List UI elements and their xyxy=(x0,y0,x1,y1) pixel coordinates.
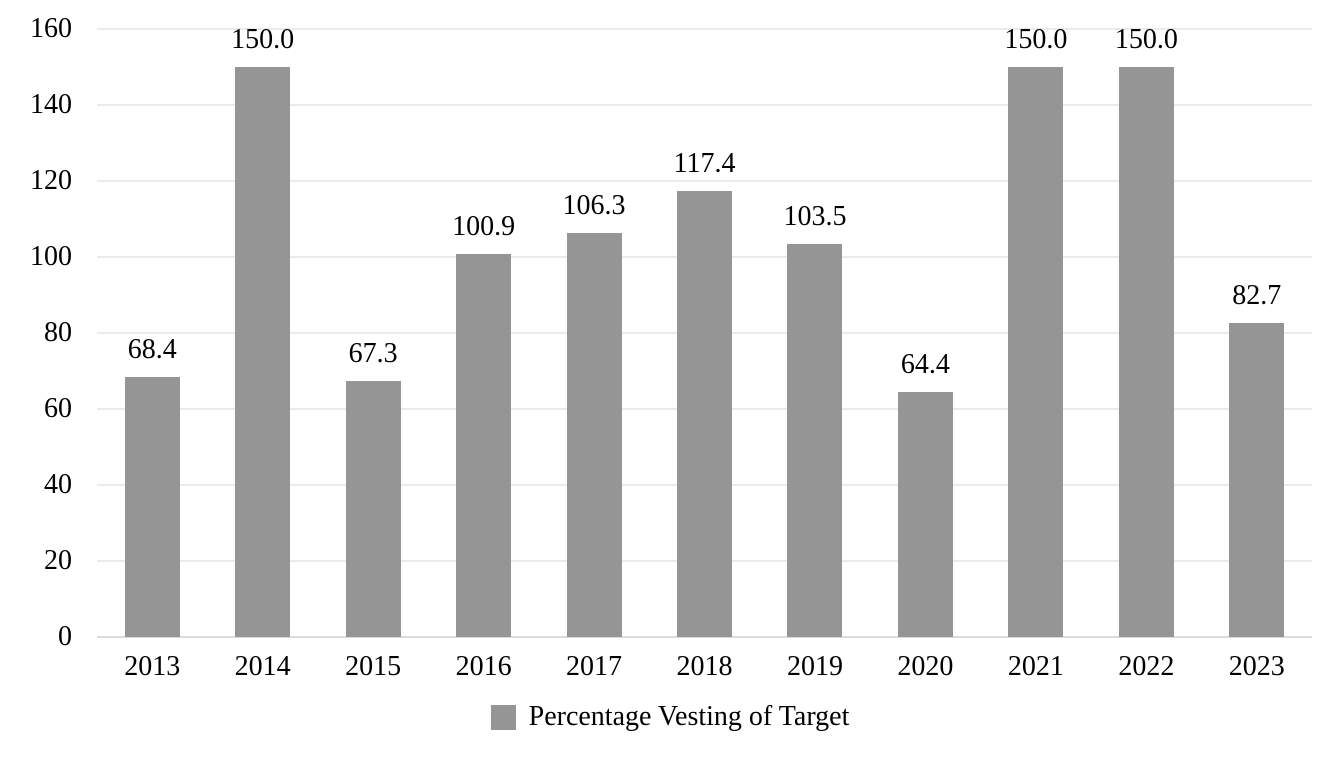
bar-2022 xyxy=(1118,67,1174,637)
y-axis-tick-label: 140 xyxy=(30,89,72,120)
bar-2015 xyxy=(345,381,401,637)
legend-label: Percentage Vesting of Target xyxy=(528,701,850,732)
x-axis-tick-label: 2021 xyxy=(1007,651,1064,682)
bar-value-label: 68.4 xyxy=(127,334,177,366)
y-axis-tick-label: 0 xyxy=(58,621,72,652)
y-axis-tick-label: 60 xyxy=(44,393,72,424)
bar-value-label: 150.0 xyxy=(1004,24,1068,55)
gridline xyxy=(97,180,1312,182)
y-axis-tick-label: 120 xyxy=(30,165,72,196)
x-axis-tick-label: 2013 xyxy=(124,651,181,682)
bar-2019 xyxy=(787,243,843,637)
bar-2020 xyxy=(897,392,953,637)
bar-2021 xyxy=(1008,67,1064,637)
x-axis-tick-label: 2023 xyxy=(1228,651,1285,682)
bar-value-label: 103.5 xyxy=(783,200,847,232)
x-axis-tick-label: 2014 xyxy=(234,651,291,682)
x-axis-tick-label: 2019 xyxy=(786,651,843,682)
x-axis-tick-label: 2022 xyxy=(1118,651,1175,682)
y-axis-tick-label: 20 xyxy=(44,545,72,576)
bar-2023 xyxy=(1229,322,1285,637)
bar-value-label: 150.0 xyxy=(1114,24,1178,55)
bar-value-label: 67.3 xyxy=(348,338,398,370)
x-axis-tick-label: 2018 xyxy=(676,651,733,682)
gridline xyxy=(97,104,1312,106)
bar-value-label: 117.4 xyxy=(673,147,736,179)
bar-2013 xyxy=(124,377,180,637)
bar-value-label: 106.3 xyxy=(562,190,626,222)
y-axis-tick-label: 160 xyxy=(30,13,72,44)
y-axis-tick-label: 80 xyxy=(44,317,72,348)
x-axis-line xyxy=(97,636,1312,638)
bar-value-label: 64.4 xyxy=(900,349,950,381)
x-axis-tick-label: 2016 xyxy=(455,651,512,682)
bar-value-label: 82.7 xyxy=(1232,279,1282,311)
bar-2014 xyxy=(235,67,291,637)
bar-2017 xyxy=(566,233,622,637)
bar-2016 xyxy=(456,253,512,637)
bar-value-label: 100.9 xyxy=(452,210,516,242)
x-axis-tick-label: 2017 xyxy=(566,651,623,682)
y-axis-tick-label: 100 xyxy=(30,241,72,272)
legend: Percentage Vesting of Target xyxy=(0,700,1340,734)
y-axis-tick-label: 40 xyxy=(44,469,72,500)
legend-swatch xyxy=(490,704,516,730)
gridline xyxy=(97,28,1312,30)
x-axis-tick-label: 2020 xyxy=(897,651,954,682)
bar-2018 xyxy=(677,190,732,637)
x-axis-tick-label: 2015 xyxy=(345,651,402,682)
bar-value-label: 150.0 xyxy=(231,24,295,55)
